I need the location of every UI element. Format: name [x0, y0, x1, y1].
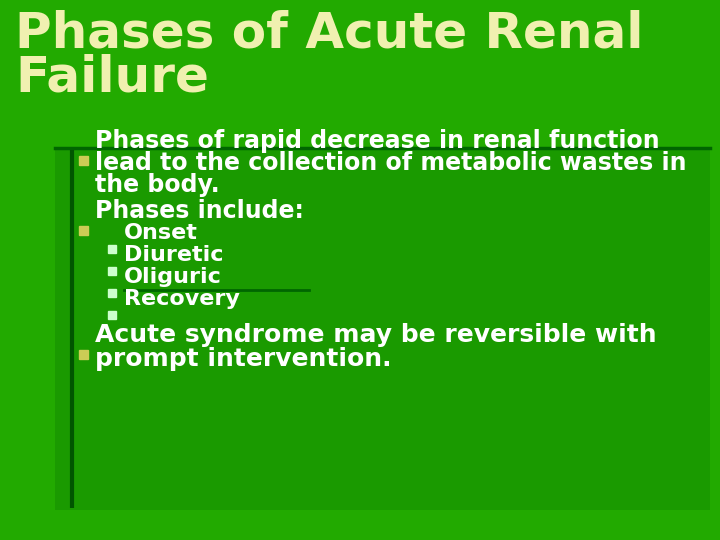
- Bar: [108, 289, 116, 297]
- Bar: [55, 150, 710, 510]
- Text: Failure: Failure: [15, 53, 209, 101]
- Bar: [79, 350, 88, 359]
- Text: Recovery: Recovery: [124, 289, 240, 309]
- Text: prompt intervention.: prompt intervention.: [95, 347, 392, 371]
- Text: Diuretic: Diuretic: [124, 245, 223, 265]
- Text: the body.: the body.: [95, 173, 220, 197]
- Text: Phases include:: Phases include:: [95, 199, 304, 223]
- Bar: [108, 311, 116, 319]
- Bar: [108, 245, 116, 253]
- Text: Oliguric: Oliguric: [124, 267, 222, 287]
- Bar: [79, 226, 88, 235]
- Text: Onset: Onset: [124, 223, 198, 243]
- Bar: [108, 267, 116, 275]
- Text: Acute syndrome may be reversible with: Acute syndrome may be reversible with: [95, 323, 657, 347]
- Text: lead to the collection of metabolic wastes in: lead to the collection of metabolic wast…: [95, 151, 686, 175]
- Text: Phases of rapid decrease in renal function: Phases of rapid decrease in renal functi…: [95, 129, 660, 153]
- Bar: [79, 156, 88, 165]
- Text: Phases of Acute Renal: Phases of Acute Renal: [15, 10, 644, 58]
